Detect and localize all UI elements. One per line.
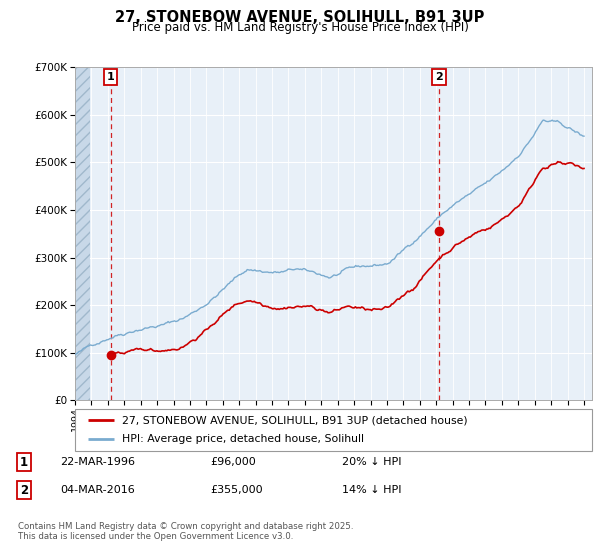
FancyBboxPatch shape [75,409,592,451]
Text: 27, STONEBOW AVENUE, SOLIHULL, B91 3UP: 27, STONEBOW AVENUE, SOLIHULL, B91 3UP [115,10,485,25]
Text: 14% ↓ HPI: 14% ↓ HPI [342,485,401,495]
Text: Price paid vs. HM Land Registry's House Price Index (HPI): Price paid vs. HM Land Registry's House … [131,21,469,34]
Text: Contains HM Land Registry data © Crown copyright and database right 2025.
This d: Contains HM Land Registry data © Crown c… [18,522,353,542]
Text: 20% ↓ HPI: 20% ↓ HPI [342,457,401,467]
Text: HPI: Average price, detached house, Solihull: HPI: Average price, detached house, Soli… [122,435,364,445]
Text: 1: 1 [20,455,28,469]
Text: 27, STONEBOW AVENUE, SOLIHULL, B91 3UP (detached house): 27, STONEBOW AVENUE, SOLIHULL, B91 3UP (… [122,415,467,425]
Text: 2: 2 [20,483,28,497]
Text: £96,000: £96,000 [210,457,256,467]
Bar [75,67,90,400]
Text: 1: 1 [107,72,115,82]
Text: 22-MAR-1996: 22-MAR-1996 [60,457,135,467]
Text: 2: 2 [435,72,443,82]
Text: 04-MAR-2016: 04-MAR-2016 [60,485,135,495]
Text: £355,000: £355,000 [210,485,263,495]
